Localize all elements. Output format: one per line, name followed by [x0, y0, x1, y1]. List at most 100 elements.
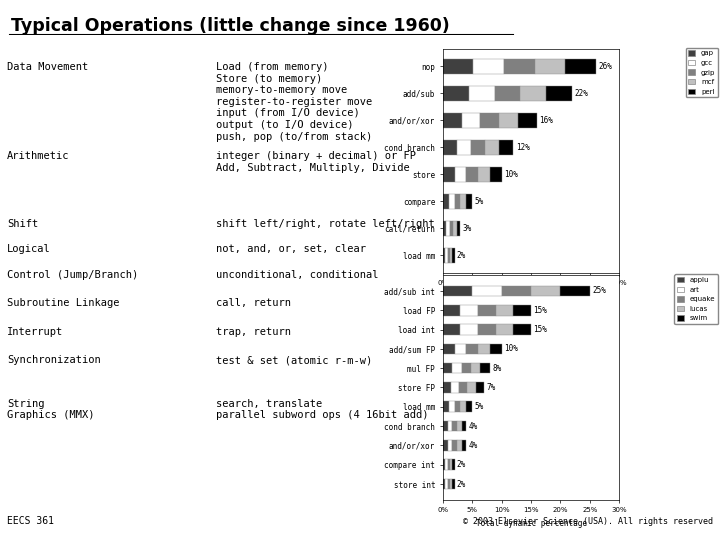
Bar	[476, 382, 484, 393]
Bar	[472, 286, 502, 296]
Text: 26%: 26%	[598, 62, 612, 71]
Bar	[478, 305, 496, 315]
Text: 2%: 2%	[457, 251, 466, 260]
Text: integer (binary + decimal) or FP
Add, Subtract, Multiply, Divide: integer (binary + decimal) or FP Add, Su…	[216, 151, 416, 173]
Bar	[462, 421, 467, 431]
Bar	[480, 113, 499, 127]
Bar	[462, 440, 467, 451]
Bar	[473, 59, 504, 73]
Text: EECS 361: EECS 361	[7, 516, 54, 526]
Bar	[454, 194, 461, 208]
Bar	[443, 113, 462, 127]
Text: 5%: 5%	[474, 197, 484, 206]
Bar	[467, 382, 476, 393]
Text: Arithmetic: Arithmetic	[7, 151, 70, 161]
Bar	[467, 401, 472, 412]
Bar	[459, 382, 467, 393]
Bar	[457, 440, 462, 451]
X-axis label: Total dynamic percentage: Total dynamic percentage	[475, 292, 587, 301]
Text: String
Graphics (MMX): String Graphics (MMX)	[7, 399, 95, 420]
Bar	[461, 305, 478, 315]
Bar	[443, 305, 461, 315]
Bar	[496, 324, 513, 335]
Text: search, translate
parallel subword ops (4 16bit add): search, translate parallel subword ops (…	[216, 399, 428, 420]
Bar	[467, 167, 478, 181]
Text: call, return: call, return	[216, 298, 291, 308]
Text: 4%: 4%	[469, 422, 478, 430]
Bar	[448, 440, 452, 451]
Bar	[443, 343, 454, 354]
Bar	[446, 221, 450, 235]
Bar	[495, 86, 521, 100]
Text: Typical Operations (little change since 1960): Typical Operations (little change since …	[11, 17, 449, 35]
Bar	[531, 286, 560, 296]
Bar	[461, 324, 478, 335]
Bar	[499, 113, 518, 127]
Text: trap, return: trap, return	[216, 327, 291, 337]
Bar	[471, 363, 480, 374]
Bar	[443, 460, 445, 470]
Bar	[534, 59, 565, 73]
Bar	[450, 221, 454, 235]
Bar	[457, 221, 461, 235]
Bar	[560, 286, 590, 296]
Text: 25%: 25%	[592, 286, 606, 295]
Bar	[546, 86, 572, 100]
Bar	[452, 440, 457, 451]
Bar	[490, 343, 502, 354]
Bar	[443, 324, 461, 335]
Bar	[443, 140, 457, 154]
Bar	[502, 286, 531, 296]
Bar	[448, 421, 452, 431]
Bar	[448, 460, 450, 470]
Bar	[452, 421, 457, 431]
Bar	[452, 363, 462, 374]
Bar	[518, 113, 537, 127]
Bar	[449, 194, 454, 208]
Bar	[443, 440, 448, 451]
Bar	[443, 478, 445, 489]
Bar	[448, 478, 450, 489]
Bar	[462, 363, 471, 374]
Bar	[485, 140, 499, 154]
Bar	[450, 248, 452, 262]
Bar	[504, 59, 534, 73]
Bar	[478, 324, 496, 335]
Bar	[457, 140, 471, 154]
Text: 2%: 2%	[457, 460, 466, 469]
Bar	[445, 248, 448, 262]
Bar	[478, 343, 490, 354]
Bar	[469, 86, 495, 100]
Bar	[496, 305, 513, 315]
Text: 4%: 4%	[469, 441, 478, 450]
Bar	[454, 221, 457, 235]
Text: 10%: 10%	[504, 170, 518, 179]
Text: 10%: 10%	[504, 345, 518, 353]
Text: unconditional, conditional: unconditional, conditional	[216, 270, 379, 280]
Text: 8%: 8%	[492, 363, 501, 373]
Bar	[443, 221, 446, 235]
Bar	[471, 140, 485, 154]
Bar	[454, 401, 461, 412]
Bar	[449, 401, 454, 412]
Text: Load (from memory)
Store (to memory)
memory-to-memory move
register-to-register : Load (from memory) Store (to memory) mem…	[216, 62, 372, 141]
Bar	[513, 305, 531, 315]
Bar	[452, 248, 454, 262]
Text: 16%: 16%	[539, 116, 553, 125]
Text: Data Movement: Data Movement	[7, 62, 89, 72]
Bar	[467, 194, 472, 208]
Text: Subroutine Linkage: Subroutine Linkage	[7, 298, 120, 308]
Bar	[445, 478, 448, 489]
Bar	[478, 167, 490, 181]
Text: Logical: Logical	[7, 244, 51, 254]
Text: 3%: 3%	[463, 224, 472, 233]
Text: 2%: 2%	[457, 480, 466, 489]
Text: 5%: 5%	[474, 402, 484, 411]
Text: Shift: Shift	[7, 219, 38, 229]
Text: 22%: 22%	[575, 89, 588, 98]
Bar	[461, 401, 467, 412]
Bar	[443, 59, 473, 73]
Text: 12%: 12%	[516, 143, 530, 152]
Text: © 2003 Elsevier Science (USA). All rights reserved: © 2003 Elsevier Science (USA). All right…	[463, 517, 713, 526]
Text: 15%: 15%	[534, 325, 547, 334]
